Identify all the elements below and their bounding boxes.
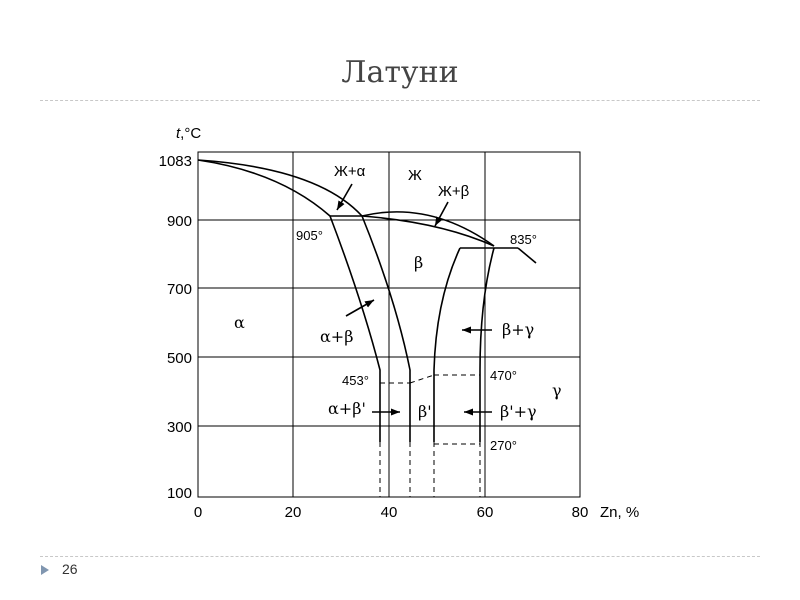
x-tick-60: 60 (477, 504, 494, 521)
region-beta-prime: β' (418, 402, 432, 421)
region-liquid-alpha: Ж+α (334, 163, 366, 180)
liquidus-beta (361, 211, 495, 247)
footer-divider (40, 556, 760, 557)
pointer-arrows (336, 183, 492, 416)
y-tick-300: 300 (167, 419, 192, 436)
region-beta-prime-gamma: β'+γ (500, 402, 537, 421)
solidus-beta (361, 215, 495, 247)
beta-left-boundary (361, 215, 411, 442)
grid (197, 151, 581, 498)
y-tick-700: 700 (167, 281, 192, 298)
x-axis-label: Zn, % (600, 504, 639, 521)
slide-title: Латуни (341, 55, 459, 90)
phase-boundaries (197, 159, 537, 442)
temp-453: 453° (342, 373, 369, 388)
y-tick-labels: 1083 900 700 500 300 100 (159, 153, 192, 502)
y-tick-1083: 1083 (159, 153, 192, 170)
order-lines (379, 374, 481, 497)
x-tick-80: 80 (572, 504, 589, 521)
gamma-boundary (479, 247, 495, 442)
region-liquid-beta: Ж+β (438, 183, 470, 200)
title-divider (40, 100, 760, 101)
line-beyond-835 (517, 247, 537, 264)
solidus-alpha (197, 159, 363, 217)
alpha-solvus (329, 215, 381, 442)
liquidus-alpha (197, 159, 331, 217)
x-tick-labels: 0 20 40 60 80 (194, 504, 589, 521)
triangle-bullet-icon (41, 565, 49, 575)
region-beta-gamma: β+γ (502, 320, 534, 339)
temp-905: 905° (296, 228, 323, 243)
temp-270: 270° (490, 438, 517, 453)
y-tick-900: 900 (167, 213, 192, 230)
region-alpha-beta: α+β (320, 327, 353, 346)
x-tick-40: 40 (381, 504, 398, 521)
y-tick-100: 100 (167, 485, 192, 502)
region-alpha-beta-prime: α+β' (328, 399, 366, 418)
region-beta: β (414, 253, 423, 272)
temp-470: 470° (490, 368, 517, 383)
region-alpha: α (234, 313, 245, 332)
slide-number: 26 (62, 561, 78, 577)
region-gamma: γ (552, 381, 562, 400)
beta-right-boundary (433, 247, 461, 442)
x-tick-0: 0 (194, 504, 202, 521)
y-tick-500: 500 (167, 350, 192, 367)
y-axis-label: t,°C (176, 125, 201, 142)
region-liquid: Ж (408, 167, 422, 184)
x-tick-20: 20 (285, 504, 302, 521)
temp-835: 835° (510, 232, 537, 247)
